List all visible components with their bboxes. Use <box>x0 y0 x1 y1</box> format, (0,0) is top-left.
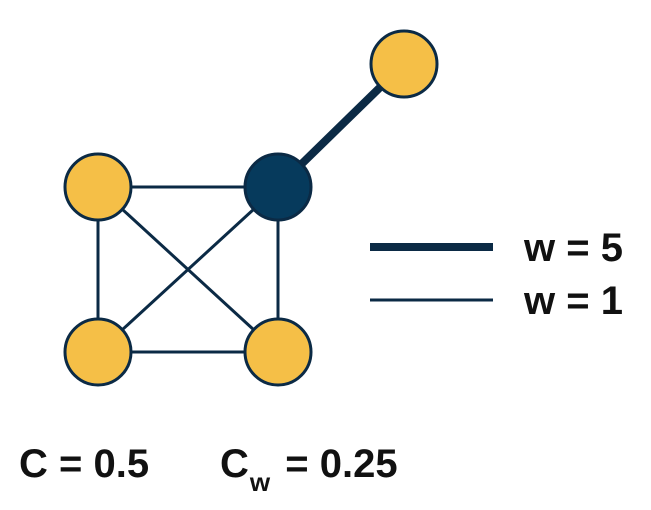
legend-label-weight-5: w = 5 <box>524 226 623 270</box>
legend <box>370 243 493 302</box>
node-center <box>243 152 313 222</box>
node-lower-right <box>243 317 313 387</box>
node-upper-left <box>63 152 133 222</box>
node-top-right <box>369 29 439 99</box>
clustering-coefficient: C = 0.5 <box>19 442 150 486</box>
edge-center-lower-left <box>96 185 280 354</box>
weighted-clustering-coefficient: Cw = 0.25 <box>220 442 398 495</box>
nodes-layer <box>63 29 439 387</box>
legend-label-weight-1: w = 1 <box>524 279 623 323</box>
weighted-clustering-value: = 0.25 <box>274 442 398 486</box>
node-lower-left <box>63 317 133 387</box>
weighted-clustering-subscript: w <box>249 467 271 497</box>
weighted-clustering-symbol: C <box>220 442 249 486</box>
